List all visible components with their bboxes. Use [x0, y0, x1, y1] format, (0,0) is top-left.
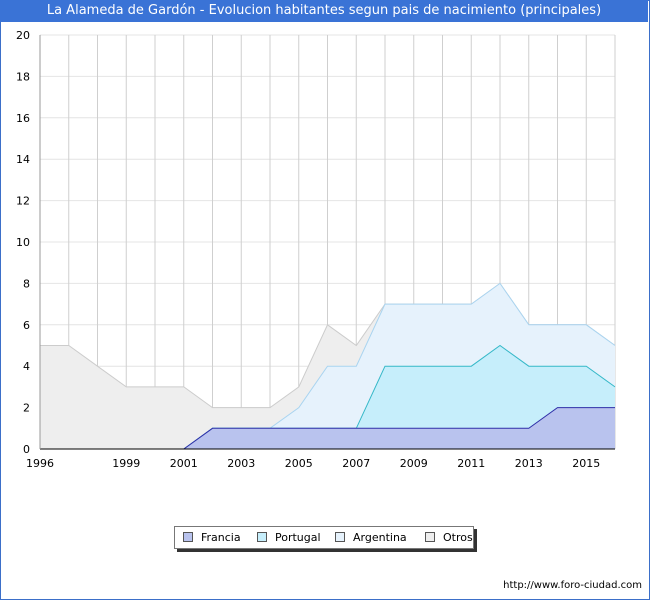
x-tick-label: 2009	[400, 457, 428, 470]
legend-swatch	[335, 532, 345, 542]
y-tick-label: 4	[23, 360, 30, 373]
y-tick-label: 14	[16, 153, 30, 166]
x-tick-label: 2015	[572, 457, 600, 470]
legend-item-francia: Francia	[183, 531, 241, 544]
y-tick-label: 12	[16, 195, 30, 208]
y-tick-label: 16	[16, 112, 30, 125]
y-axis-ticks: 0 2 4 6 8 10 12 14 16 18 20	[16, 29, 30, 456]
x-tick-label: 1999	[112, 457, 140, 470]
legend-item-otros: Otros	[425, 531, 473, 544]
x-tick-label: 2003	[227, 457, 255, 470]
y-tick-label: 18	[16, 70, 30, 83]
legend: Francia Portugal Argentina Otros	[174, 526, 474, 549]
x-tick-label: 1996	[26, 457, 54, 470]
legend-item-argentina: Argentina	[335, 531, 407, 544]
y-tick-label: 20	[16, 29, 30, 42]
x-tick-label: 2013	[515, 457, 543, 470]
x-tick-label: 2007	[342, 457, 370, 470]
chart-title: La Alameda de Gardón - Evolucion habitan…	[0, 0, 648, 22]
x-tick-label: 2005	[285, 457, 313, 470]
x-tick-label: 2001	[170, 457, 198, 470]
legend-label: Otros	[443, 531, 473, 544]
y-tick-label: 6	[23, 319, 30, 332]
legend-item-portugal: Portugal	[257, 531, 321, 544]
y-tick-label: 8	[23, 277, 30, 290]
legend-swatch	[183, 532, 193, 542]
legend-swatch	[425, 532, 435, 542]
y-tick-label: 0	[23, 443, 30, 456]
legend-swatch	[257, 532, 267, 542]
legend-label: Francia	[201, 531, 241, 544]
series-areas	[40, 282, 616, 450]
y-tick-label: 2	[23, 402, 30, 415]
x-axis-ticks: 1996 1999 2001 2003 2005 2007 2009 2011 2013 2015	[26, 457, 600, 470]
y-tick-label: 10	[16, 236, 30, 249]
source-credit: http://www.foro-ciudad.com	[503, 580, 642, 591]
axes	[39, 35, 615, 450]
legend-label: Argentina	[353, 531, 407, 544]
x-tick-label: 2011	[457, 457, 485, 470]
area-portugal	[40, 345, 615, 449]
legend-label: Portugal	[275, 531, 321, 544]
